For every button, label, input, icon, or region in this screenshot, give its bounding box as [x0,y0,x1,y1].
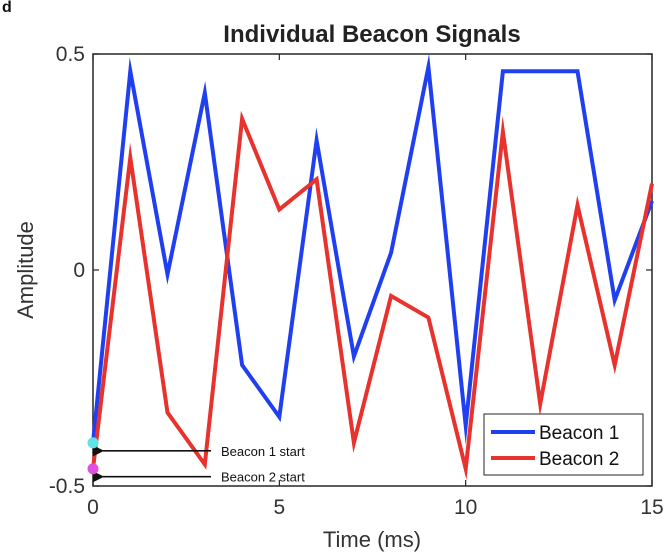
chart-title: Individual Beacon Signals [223,21,520,48]
y-tick-label: 0 [73,259,85,282]
x-tick-label: 10 [454,496,477,519]
x-tick-label: 15 [640,496,663,519]
y-tick-label: -0.5 [49,475,85,498]
start-marker-2 [87,463,99,475]
x-axis-label: Time (ms) [323,527,421,552]
y-axis-label: Amplitude [13,221,38,319]
annotation-label-1: Beacon 1 start [221,444,305,459]
legend-label-beacon-1: Beacon 1 [539,423,619,444]
start-marker-1 [87,437,99,449]
x-tick-label: 0 [87,496,99,519]
x-tick-label: 5 [273,496,285,519]
series-line-beacon-2 [91,110,654,481]
panel-letter: d [2,0,12,16]
y-tick-label: 0.5 [56,43,85,66]
legend-label-beacon-2: Beacon 2 [539,449,619,470]
series-line-beacon-1 [91,53,654,445]
legend: Beacon 1 Beacon 2 [483,413,644,476]
annotation-label-2: Beacon 2 start [221,470,305,485]
legend-box [483,413,644,476]
